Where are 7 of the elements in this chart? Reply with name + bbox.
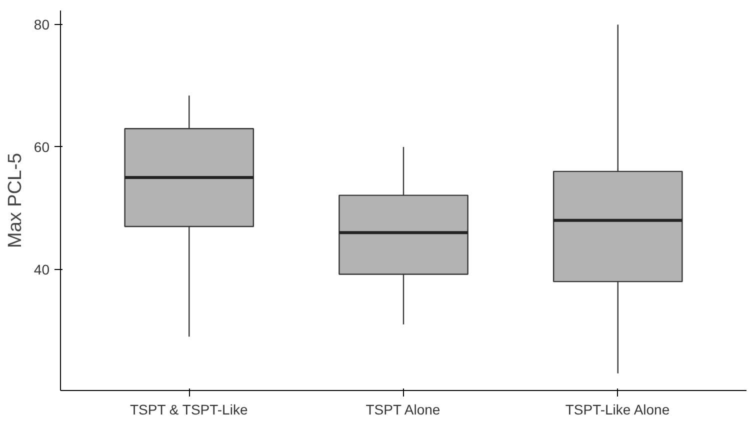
x-tick-label: TSPT & TSPT-Like bbox=[130, 402, 248, 418]
y-tick-label: 80 bbox=[34, 16, 50, 33]
x-tick-label: TSPT-Like Alone bbox=[565, 402, 670, 418]
y-tick-label: 60 bbox=[34, 138, 50, 155]
y-axis-title: Max PCL-5 bbox=[4, 152, 26, 248]
x-tick-label: TSPT Alone bbox=[366, 402, 440, 418]
y-tick-label: 40 bbox=[34, 261, 50, 278]
